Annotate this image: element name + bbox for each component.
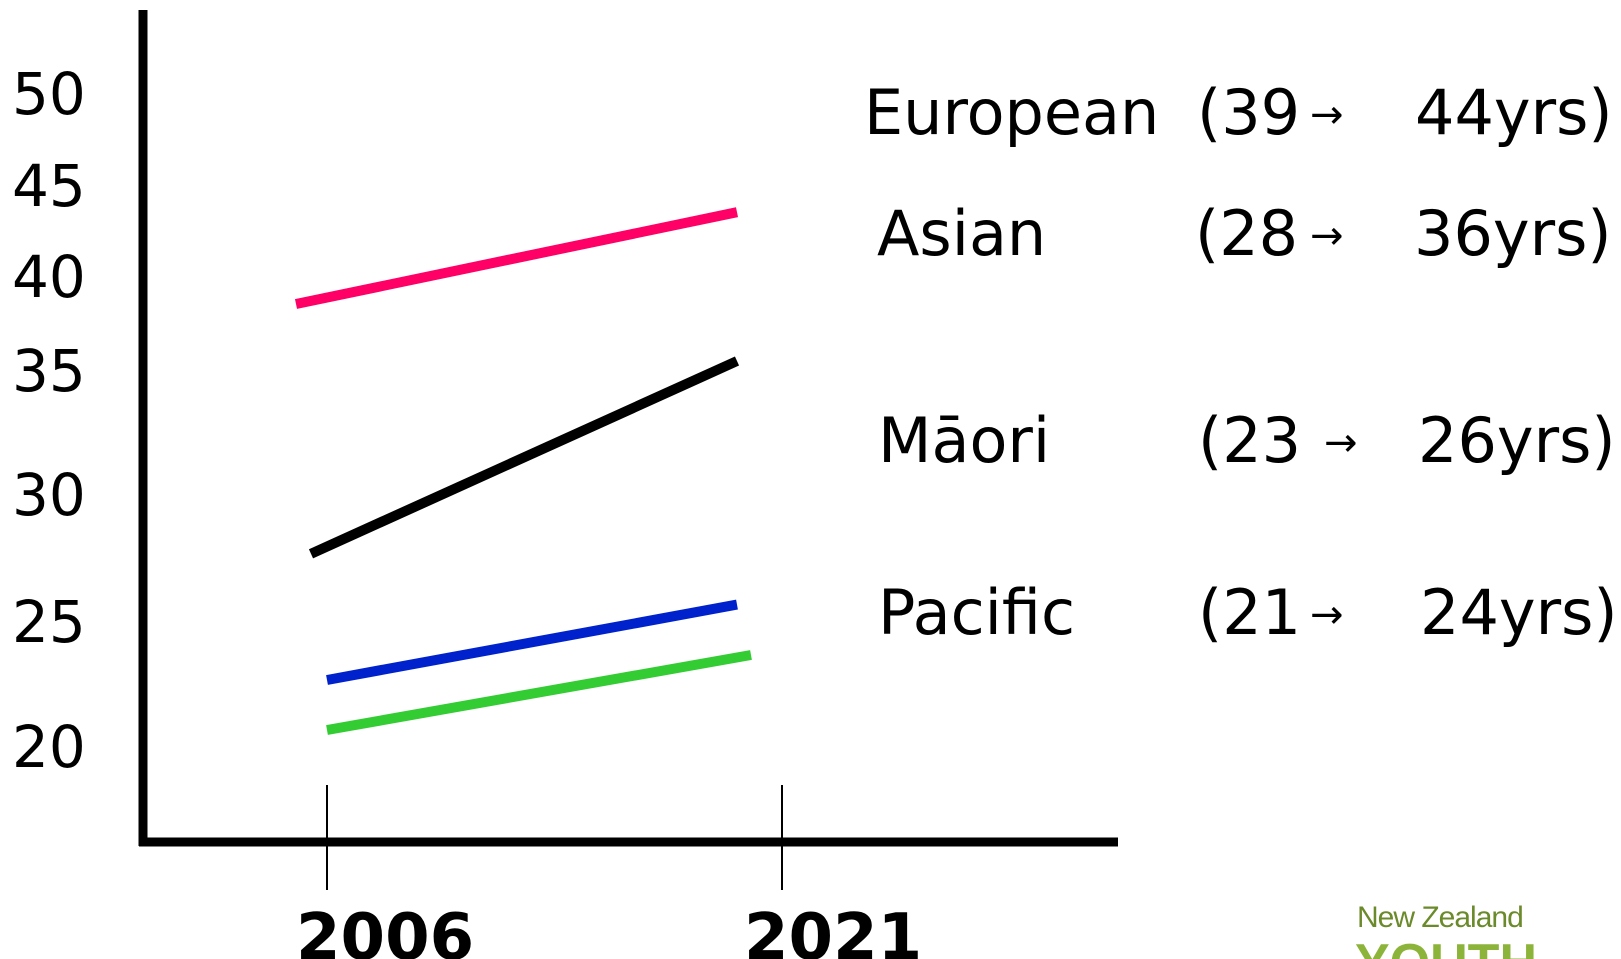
y-tick-label: 40 [12, 243, 86, 311]
y-tick-label: 30 [12, 461, 86, 529]
legend-from-value: (23 [1198, 404, 1301, 477]
series-line-asian [308, 356, 740, 559]
y-tick-label: 25 [12, 588, 86, 656]
legend-item-asian: Asian (28 → 36yrs) [877, 197, 1612, 270]
y-tick-label: 20 [12, 713, 86, 781]
new-zealand-youth-logo: New Zealand YOUTH [1355, 901, 1537, 959]
legend-item-pacific: Pacific (21 → 24yrs) [878, 576, 1618, 649]
legend-to-value: 24yrs) [1420, 576, 1618, 649]
legend-name: Asian [877, 197, 1046, 270]
legend-to-value: 44yrs) [1415, 76, 1613, 149]
legend-arrow: → [1324, 420, 1358, 466]
x-tick-label-2006: 2006 [296, 901, 474, 959]
series-lines [294, 207, 752, 735]
legend-to-value: 36yrs) [1414, 197, 1612, 270]
legend-item-european: European (39 → 44yrs) [864, 76, 1613, 149]
legend: European (39 → 44yrs) Asian (28 → 36yrs)… [864, 76, 1618, 649]
legend-item-maori: Māori (23 → 26yrs) [878, 404, 1616, 477]
y-tick-label: 45 [12, 152, 86, 220]
legend-to-value: 26yrs) [1418, 404, 1616, 477]
legend-from-value: (28 [1195, 197, 1298, 270]
y-tick-label: 35 [12, 337, 86, 405]
logo-line-2: YOUTH [1355, 934, 1537, 959]
series-line-pacific [326, 650, 752, 735]
logo-line-1: New Zealand [1357, 901, 1523, 934]
y-tick-label: 50 [12, 60, 86, 128]
y-tick-labels: 50 45 40 35 30 25 20 [12, 60, 86, 781]
series-line-european [294, 207, 739, 309]
series-line-maori [326, 599, 738, 685]
x-tick-label-2021: 2021 [744, 901, 922, 959]
legend-from-value: (39 [1197, 76, 1300, 149]
legend-name: Māori [878, 404, 1050, 477]
legend-arrow: → [1310, 213, 1344, 259]
legend-name: Pacific [878, 576, 1075, 649]
legend-from-value: (21 [1198, 576, 1301, 649]
legend-arrow: → [1310, 592, 1344, 638]
legend-name: European [864, 76, 1159, 149]
legend-arrow: → [1310, 92, 1344, 138]
